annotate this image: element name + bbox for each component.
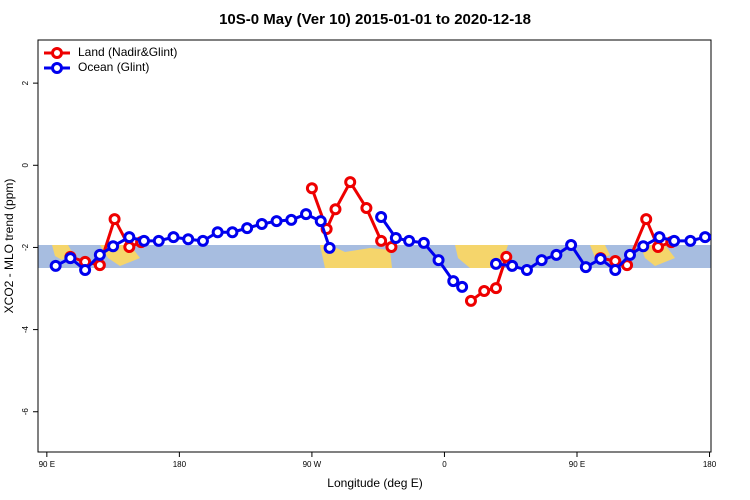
data-point (506, 259, 519, 272)
x-tick-label: 90 E (39, 460, 55, 469)
data-point (123, 231, 136, 244)
y-tick-label: 2 (21, 80, 30, 85)
data-point (196, 234, 209, 247)
y-tick-label: -4 (21, 325, 30, 333)
data-point (79, 264, 92, 277)
data-point (403, 234, 416, 247)
data-point (640, 213, 653, 226)
data-point (375, 234, 388, 247)
data-point (211, 226, 224, 239)
plot-frame (37, 39, 712, 453)
data-point (389, 231, 402, 244)
series-line (470, 256, 508, 303)
y-tick-label: -2 (21, 243, 30, 251)
x-tick-label: 0 (442, 460, 447, 469)
data-point (489, 282, 502, 295)
data-point (182, 233, 195, 246)
data-point (535, 254, 548, 267)
data-point (314, 215, 327, 228)
data-point (152, 234, 165, 247)
legend-label: Ocean (Glint) (78, 60, 149, 74)
data-point (285, 213, 298, 226)
data-point (489, 257, 502, 270)
x-tick-label: 180 (173, 460, 187, 469)
data-point (417, 236, 430, 249)
data-point (49, 259, 62, 272)
data-point (323, 241, 336, 254)
data-point (637, 240, 650, 253)
data-point (305, 182, 318, 195)
data-point (167, 231, 180, 244)
data-point (447, 275, 460, 288)
data-point (360, 202, 373, 215)
data-point (651, 241, 664, 254)
data-point (520, 264, 533, 277)
data-point (93, 248, 106, 261)
data-point (565, 238, 578, 251)
x-tick-label: 90 E (569, 460, 585, 469)
x-tick-label: 90 W (303, 460, 322, 469)
data-point (579, 261, 592, 274)
data-point (653, 231, 666, 244)
data-point (500, 250, 513, 263)
data-point (300, 208, 313, 221)
data-point (432, 254, 445, 267)
land-shapes (52, 245, 675, 268)
data-point (107, 240, 120, 253)
legend-marker (51, 47, 63, 59)
data-point (624, 248, 637, 261)
data-point (64, 252, 77, 265)
data-point (550, 248, 563, 261)
data-point (684, 234, 697, 247)
x-axis-label: Longitude (deg E) (327, 476, 422, 490)
data-point (464, 294, 477, 307)
data-point (609, 264, 622, 277)
data-point (226, 226, 239, 239)
data-point (668, 234, 681, 247)
data-point (329, 203, 342, 216)
x-tick-label: 180 (703, 460, 717, 469)
y-tick-label: -6 (21, 408, 30, 416)
data-point (108, 213, 121, 226)
data-point (270, 215, 283, 228)
data-point (594, 252, 607, 265)
data-point (621, 259, 634, 272)
data-point (93, 259, 106, 272)
legend-marker (51, 62, 63, 74)
chart-title: 10S-0 May (Ver 10) 2015-01-01 to 2020-12… (219, 11, 531, 28)
data-point (699, 231, 712, 244)
data-point (255, 218, 268, 231)
data-point (123, 241, 136, 254)
y-axis-label: XCO2 - MLO trend (ppm) (2, 179, 16, 314)
legend-label: Land (Nadir&Glint) (78, 45, 177, 59)
data-point (138, 234, 151, 247)
data-point (344, 176, 357, 189)
data-point (456, 280, 469, 293)
y-tick-label: 0 (21, 163, 30, 168)
data-point (478, 284, 491, 297)
data-point (241, 222, 254, 235)
data-point (375, 211, 388, 224)
data-point (385, 241, 398, 254)
